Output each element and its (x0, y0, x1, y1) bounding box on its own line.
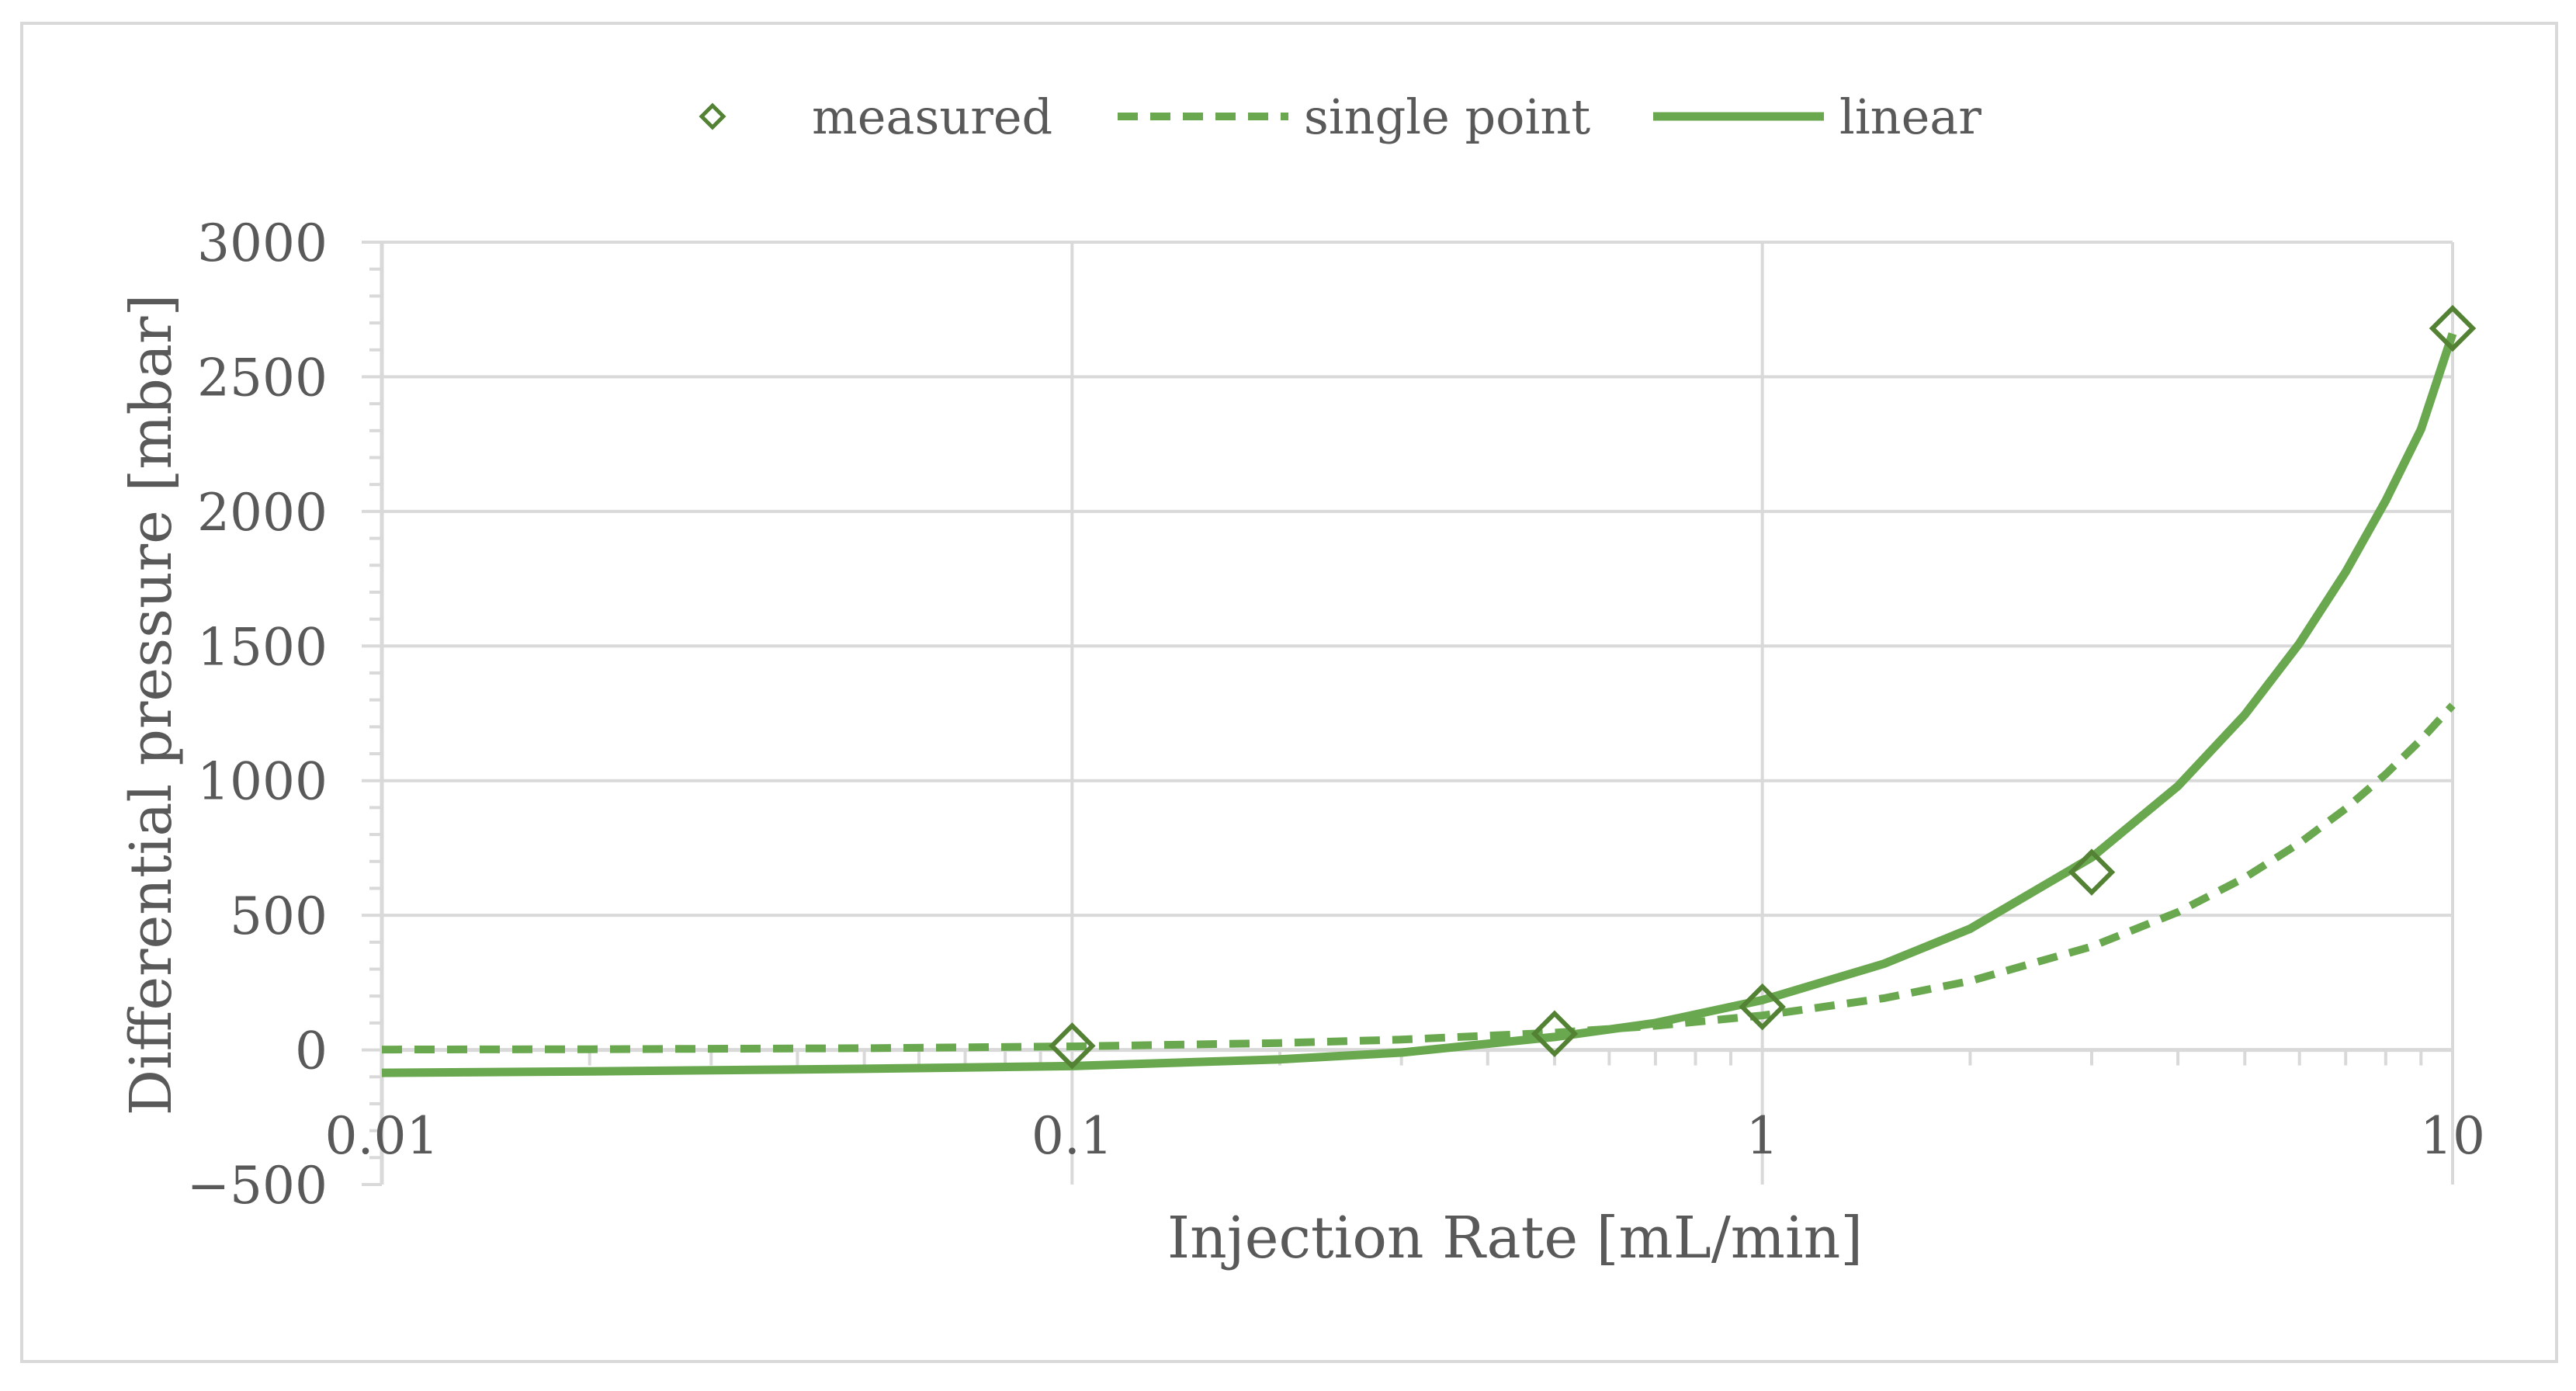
x-tick-label: 0.01 (325, 1106, 439, 1166)
measured-point (2068, 848, 2116, 896)
y-tick-label: 500 (230, 886, 328, 946)
measured-point (2429, 304, 2477, 352)
series-layer (381, 304, 2477, 1077)
legend: measured single point linear (699, 88, 1981, 145)
y-tick-label: 1000 (197, 752, 328, 812)
x-axis-title: Injection Rate [mL/min] (1167, 1205, 1863, 1271)
x-tick-label: 10 (2420, 1106, 2485, 1166)
y-tick-label: 2000 (197, 483, 328, 543)
series-line-single-point (381, 702, 2456, 1054)
y-tick-label: 3000 (197, 213, 328, 273)
x-tick-label: 1 (1746, 1106, 1779, 1166)
y-tick-label: 0 (295, 1022, 328, 1081)
y-axis-title: Differential pressure [mbar] (118, 294, 185, 1116)
y-tick-label: 1500 (197, 617, 328, 677)
legend-marker-measured (699, 102, 726, 130)
legend-label-single-point: single point (1304, 88, 1590, 145)
y-tick-label: 2500 (197, 348, 328, 408)
legend-label-linear: linear (1839, 88, 1981, 145)
measured-point (1739, 983, 1786, 1031)
legend-label-measured: measured (812, 88, 1052, 145)
measured-point (1531, 1010, 1579, 1058)
chart-frame (20, 22, 2558, 1363)
y-tick-label: −500 (187, 1156, 328, 1216)
measured-point (1049, 1022, 1096, 1070)
x-tick-label: 0.1 (1031, 1106, 1113, 1166)
